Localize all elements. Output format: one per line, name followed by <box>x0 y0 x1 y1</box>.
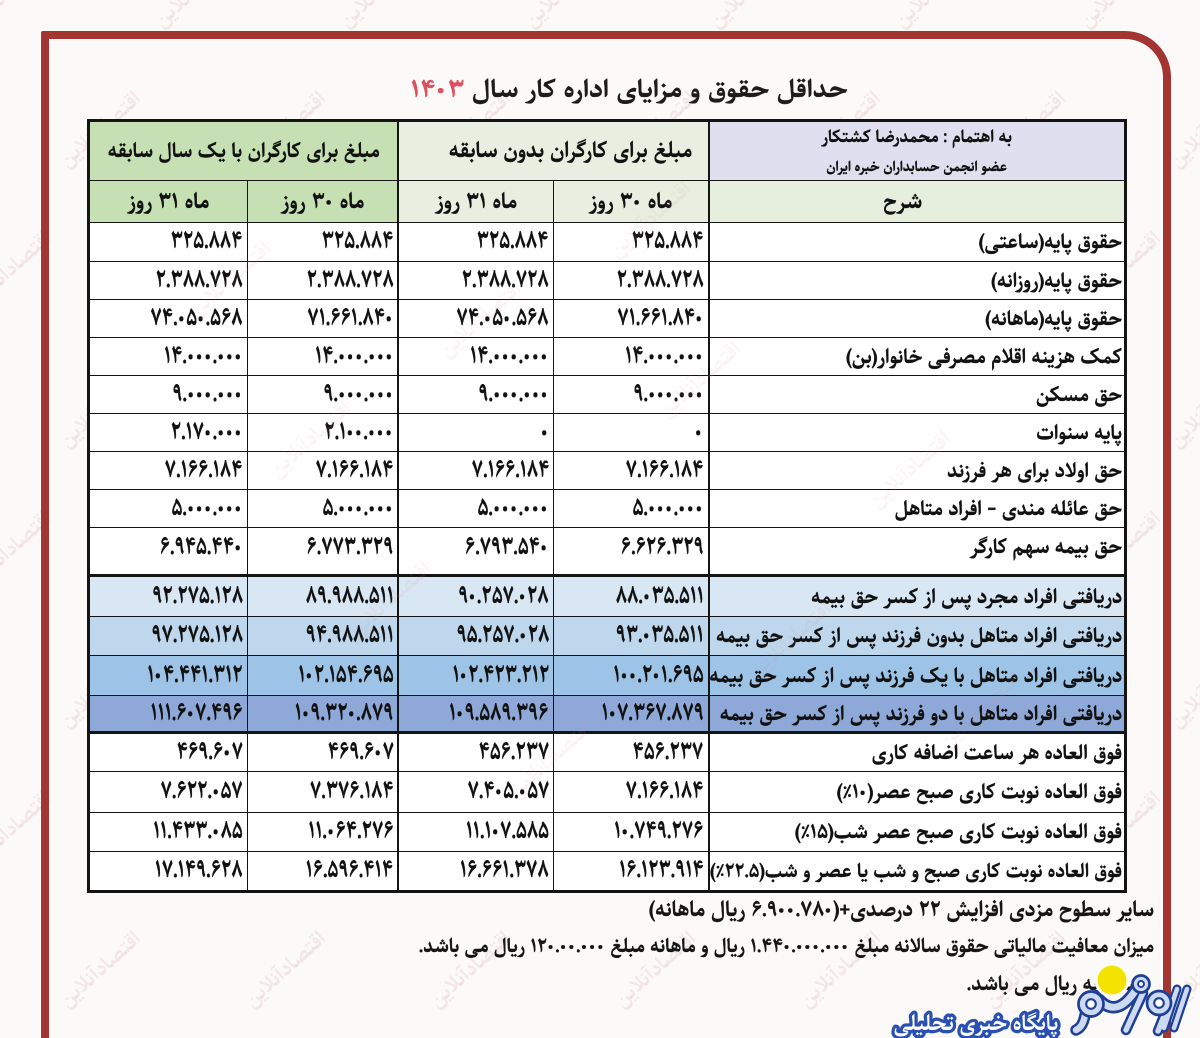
svg-text:پایگاه خبری تحلیلی: پایگاه خبری تحلیلی <box>895 1004 1060 1038</box>
